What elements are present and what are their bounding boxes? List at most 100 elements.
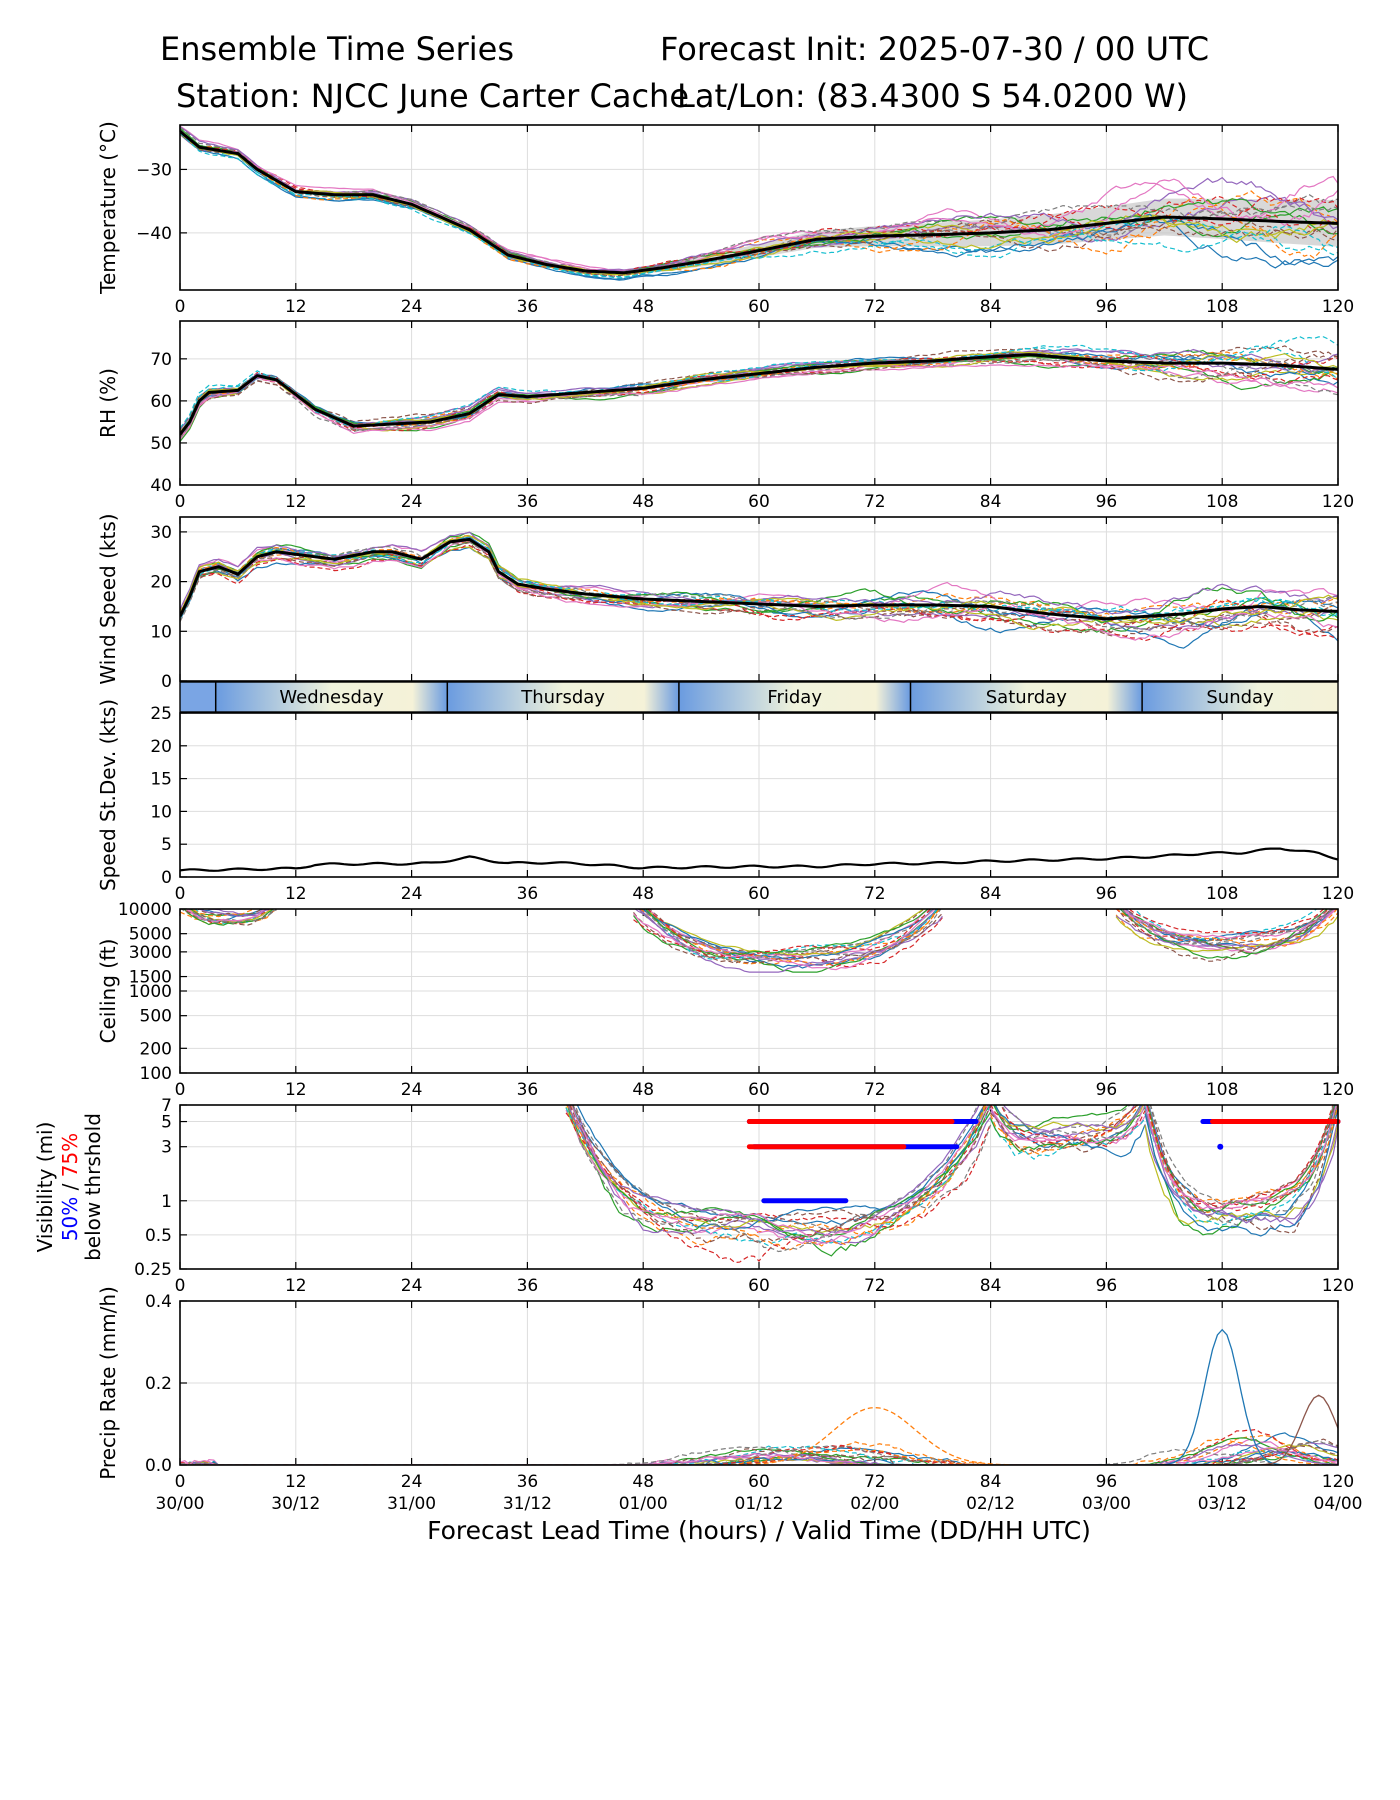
- station-name: Station: NJCC June Carter Cache: [176, 77, 689, 115]
- member-line: [180, 1444, 1338, 1465]
- ytick-label: 20: [150, 737, 172, 757]
- member-line: [183, 909, 271, 925]
- panel-7: 0.0 0.2 0.4 0 12 24 36 48 60 72 84 96 108 120 Precip R…: [96, 1286, 1363, 1545]
- xtick-label: 60: [748, 1080, 770, 1100]
- legend-75: 75%: [58, 1133, 82, 1177]
- ytick-label: 1500: [129, 968, 172, 988]
- panel-border: [179, 712, 1339, 878]
- panel-3: 0 10 20 30 Wind Speed (kts): [96, 513, 1339, 692]
- ytick-label: 3: [161, 1138, 172, 1158]
- panel-border: [179, 1300, 1339, 1466]
- xtick-label: 36: [517, 884, 539, 904]
- ytick-label: 0.5: [145, 1226, 172, 1246]
- xtick-label: 84: [980, 1080, 1002, 1100]
- member-line: [1124, 909, 1332, 952]
- y-axis-label: Ceiling (ft): [96, 939, 120, 1044]
- xtick-label: 12: [285, 1080, 307, 1100]
- member-line: [180, 1438, 1338, 1465]
- day-label-saturday: Saturday: [986, 687, 1067, 708]
- forecast-init: Forecast Init: 2025-07-30 / 00 UTC: [660, 30, 1210, 68]
- ytick-label: 15: [150, 770, 172, 790]
- ytick-label: −30: [136, 160, 172, 180]
- xtick-label: 48: [632, 884, 654, 904]
- xtick-label: 12: [285, 1472, 307, 1492]
- xtick-label: 96: [1096, 297, 1118, 317]
- xtick-label: 108: [1206, 492, 1238, 512]
- member-line: [990, 1105, 1146, 1144]
- member-line: [180, 126, 1338, 272]
- ytick-label: 20: [150, 573, 172, 593]
- member-line: [646, 909, 931, 959]
- member-line: [180, 535, 1338, 617]
- xtick-label: 0: [175, 1276, 186, 1296]
- xtick-label: 72: [864, 1472, 886, 1492]
- precip-peak-line: [739, 1406, 1010, 1465]
- valid-time-label: 02/12: [966, 1494, 1015, 1514]
- xtick-label: 120: [1322, 1276, 1354, 1296]
- xtick-label: 72: [864, 492, 886, 512]
- member-line: [646, 909, 939, 960]
- xtick-label: 60: [748, 884, 770, 904]
- xtick-label: 24: [401, 1472, 423, 1492]
- member-line: [180, 130, 1338, 275]
- ytick-label: 200: [140, 1039, 172, 1059]
- ytick-label: −40: [136, 224, 172, 244]
- member-line: [180, 541, 1338, 630]
- y-axis-label: RH (%): [96, 368, 120, 438]
- panel-6: 0.25 0.5 1 3 57 0 12 24 36 48 60 72 84 96 108 120 Visibi…: [33, 1096, 1354, 1296]
- figure-title: Ensemble Time Series: [160, 30, 514, 68]
- member-line: [1117, 909, 1334, 962]
- member-line: [180, 335, 1338, 429]
- member-line: [180, 539, 1338, 641]
- member-line: [645, 909, 925, 956]
- valid-time-label: 02/00: [850, 1494, 899, 1514]
- stdev-line: [180, 847, 1338, 872]
- member-line: [641, 909, 936, 960]
- member-line: [573, 1105, 979, 1231]
- xtick-label: 36: [517, 297, 539, 317]
- member-line: [565, 1105, 987, 1234]
- xtick-label: 60: [748, 297, 770, 317]
- valid-time-label: 31/00: [387, 1494, 436, 1514]
- ytick-label: 40: [150, 476, 172, 496]
- xtick-label: 108: [1206, 297, 1238, 317]
- day-segment: [910, 682, 1143, 712]
- day-label-friday: Friday: [767, 687, 822, 708]
- ytick-label: 50: [150, 434, 172, 454]
- member-lines: [1115, 909, 1338, 962]
- x-axis-label: Forecast Lead Time (hours) / Valid Time …: [427, 1516, 1091, 1545]
- ytick-label: 0: [161, 868, 172, 888]
- member-line: [567, 1105, 989, 1222]
- legend-sep: /: [58, 1177, 82, 1196]
- xtick-label: 120: [1322, 297, 1354, 317]
- ensemble-mean-line: [180, 130, 1338, 275]
- ytick-label: 25: [150, 704, 172, 724]
- xtick-label: 96: [1096, 1472, 1118, 1492]
- member-line: [565, 1105, 991, 1247]
- panel-1: −30 −40 0 12 24 36 48 60 72 84 96 108 120 Temperature…: [96, 121, 1354, 317]
- ytick-label: 0: [161, 672, 172, 692]
- precip-peak-line: [1087, 1328, 1338, 1465]
- ytick-label: 10: [150, 802, 172, 822]
- member-line: [1144, 1105, 1337, 1226]
- member-line: [994, 1105, 1146, 1158]
- member-line: [990, 1105, 1143, 1140]
- xtick-label: 84: [980, 492, 1002, 512]
- xtick-label: 84: [980, 1472, 1002, 1492]
- xtick-label: 84: [980, 884, 1002, 904]
- xtick-label: 24: [401, 1276, 423, 1296]
- xtick-label: 0: [175, 297, 186, 317]
- member-line: [1128, 909, 1325, 935]
- member-line: [1144, 1123, 1338, 1226]
- xtick-label: 96: [1096, 1080, 1118, 1100]
- member-line: [180, 133, 1338, 277]
- xtick-label: 60: [748, 1276, 770, 1296]
- xtick-label: 84: [980, 1276, 1002, 1296]
- member-lines: [1144, 1105, 1338, 1237]
- xtick-label: 12: [285, 492, 307, 512]
- ytick-label: 500: [140, 1007, 172, 1027]
- xtick-label: 36: [517, 492, 539, 512]
- valid-time-label: 03/00: [1082, 1494, 1131, 1514]
- member-line: [1000, 1105, 1142, 1141]
